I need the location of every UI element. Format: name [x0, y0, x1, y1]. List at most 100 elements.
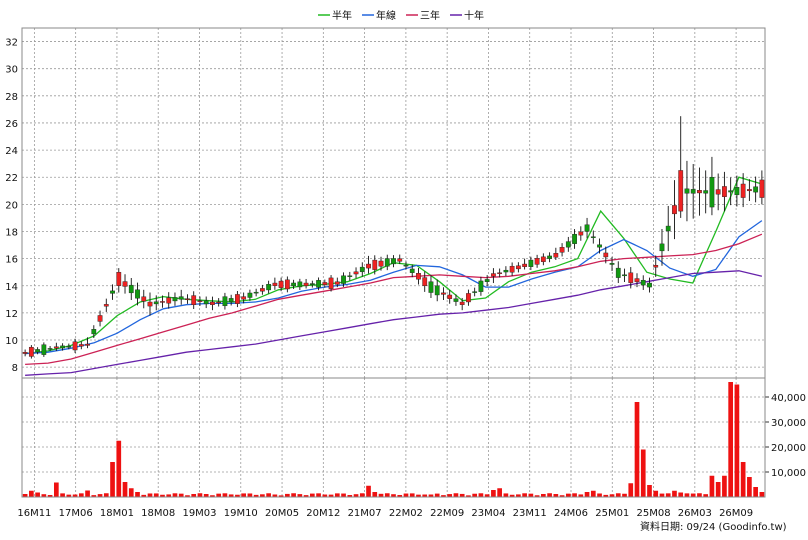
volume-axis: 10,000 20,000 30,000 40,000 — [765, 393, 806, 479]
volume-bar — [634, 402, 640, 497]
candle-body — [515, 265, 521, 270]
volume-bar — [615, 493, 621, 497]
candle-body — [428, 281, 434, 293]
ma-line-3 — [25, 270, 763, 376]
volume-bar — [85, 490, 90, 497]
volume-bar — [316, 493, 321, 497]
date-tick-label: 22M02 — [389, 508, 423, 519]
candle-body — [391, 258, 396, 265]
volume-bar — [78, 493, 84, 497]
volume-bar — [253, 494, 259, 497]
volume-bar — [447, 494, 453, 497]
candle-body — [284, 279, 290, 290]
volume-bar — [653, 490, 659, 497]
candle-body — [147, 301, 153, 307]
volume-bar — [491, 490, 496, 497]
candle-body — [78, 344, 84, 347]
candle-body — [222, 296, 228, 307]
volume-bar — [378, 493, 384, 497]
candle-body — [416, 273, 421, 280]
price-tick-label: 10 — [5, 336, 18, 347]
volume-bar — [428, 494, 434, 497]
candle-body — [22, 352, 28, 354]
candle-body — [35, 349, 40, 353]
volume-bar — [141, 494, 147, 497]
candle-body — [372, 259, 378, 270]
candle-body — [472, 291, 478, 293]
date-tick-label: 20M12 — [306, 508, 340, 519]
volume-bar — [110, 462, 115, 497]
candle-body — [497, 272, 503, 274]
volume-bar — [260, 494, 265, 497]
volume-bar — [53, 482, 59, 497]
candle-body — [565, 241, 571, 248]
volume-bar — [122, 482, 128, 497]
ma-line-2 — [25, 233, 763, 366]
candle-body — [197, 300, 203, 302]
candle-body — [266, 284, 272, 291]
candle-body — [759, 179, 765, 198]
candle-body — [678, 170, 684, 212]
volume-bar — [366, 485, 371, 497]
candle-body — [628, 272, 634, 283]
candle-body — [172, 297, 178, 302]
volume-bar — [597, 493, 602, 497]
volume-bar — [241, 493, 246, 497]
candle-body — [590, 236, 596, 238]
candle-body — [578, 231, 584, 236]
candle-body — [122, 281, 128, 287]
candle-body — [522, 263, 528, 267]
candle-body — [128, 284, 134, 294]
volume-bar — [678, 492, 684, 497]
volume-bar — [128, 488, 134, 497]
candle-body — [353, 271, 359, 275]
candle-body — [690, 189, 696, 194]
volume-bar — [178, 493, 184, 497]
candle-body — [60, 345, 65, 349]
candle-body — [453, 298, 459, 302]
volume-bar — [328, 494, 334, 497]
volume-bar — [690, 493, 696, 497]
candle-body — [547, 255, 552, 259]
candle-body — [116, 271, 122, 286]
volume-bar — [135, 492, 140, 497]
volume-bar — [684, 493, 690, 497]
candle-body — [328, 277, 334, 289]
candle-body — [53, 346, 59, 349]
volume-bar — [422, 494, 428, 497]
date-tick-label: 25M08 — [637, 508, 671, 519]
volume-bar — [541, 493, 546, 497]
candle-body — [659, 243, 665, 252]
legend-label-one-year: 年線 — [376, 9, 396, 22]
candle-body — [722, 186, 727, 197]
ma-line-1 — [25, 220, 763, 355]
volume-bar — [497, 488, 502, 497]
date-tick-label: 25M01 — [595, 508, 629, 519]
volume-bar — [572, 493, 577, 497]
candle-body — [341, 275, 346, 284]
volume-bar — [347, 495, 353, 497]
volume-bar — [197, 493, 203, 497]
candle-body — [728, 190, 734, 193]
legend-label-half-year: 半年 — [332, 9, 352, 22]
volume-bar — [35, 492, 40, 497]
volume-bar — [509, 494, 515, 497]
volume-bar — [697, 493, 702, 497]
volume-bar — [759, 492, 765, 497]
volume-bar — [609, 494, 615, 497]
volume-bar — [278, 495, 284, 497]
candle-body — [572, 233, 577, 244]
volume-bar — [559, 495, 565, 497]
candle-body — [178, 296, 184, 300]
candle-body — [597, 244, 602, 248]
volume-bar — [522, 493, 527, 497]
volume-bar — [441, 495, 446, 497]
candle-body — [72, 341, 78, 351]
volume-bar — [297, 494, 303, 497]
volume-bar — [472, 493, 478, 497]
candle-body — [647, 282, 652, 288]
volume-bar — [753, 487, 758, 497]
volume-bar — [672, 490, 677, 497]
candle-body — [303, 282, 309, 286]
candle-body — [378, 260, 384, 267]
